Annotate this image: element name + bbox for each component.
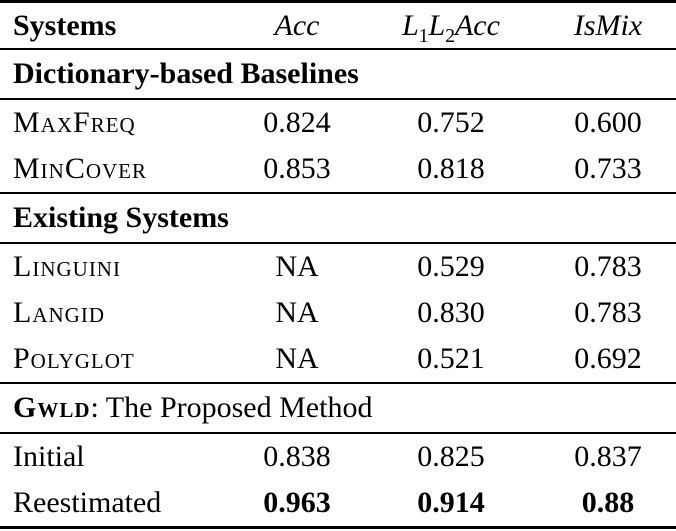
acc-value: NA: [275, 342, 319, 375]
acc-value: 0.838: [263, 440, 331, 473]
table-header-row: Systems Acc L1L2Acc IsMix: [0, 2, 676, 50]
section-title-gwld-proposed-method: Gwld: The Proposed Method: [0, 383, 676, 433]
column-header-ismix: IsMix: [573, 8, 643, 42]
table-row-linguini: Linguini NA 0.529 0.783: [0, 243, 676, 290]
l1l2acc-part-l1: L: [402, 8, 419, 42]
gwld-method-name: Gwld: [13, 391, 91, 424]
l1l2acc-value: 0.529: [417, 250, 485, 283]
l1l2acc-value: 0.830: [417, 296, 485, 329]
system-name: MinCover: [13, 152, 148, 185]
table-row-maxfreq: MaxFreq 0.824 0.752 0.600: [0, 99, 676, 146]
ismix-value: 0.733: [574, 152, 642, 185]
section-header-row: Existing Systems: [0, 193, 676, 243]
ismix-value: 0.692: [574, 342, 642, 375]
table-row-polyglot: Polyglot NA 0.521 0.692: [0, 336, 676, 383]
table-row-langid: Langid NA 0.830 0.783: [0, 290, 676, 336]
l1l2acc-sub2: 2: [445, 25, 455, 47]
ismix-value: 0.600: [574, 106, 642, 139]
section-header-row: Gwld: The Proposed Method: [0, 383, 676, 433]
system-name: MaxFreq: [13, 106, 136, 139]
system-name: Linguini: [13, 250, 121, 283]
system-name: Polyglot: [13, 342, 135, 375]
ismix-value: 0.837: [574, 440, 642, 473]
section-header-row: Dictionary-based Baselines: [0, 49, 676, 99]
gwld-title-rest: : The Proposed Method: [90, 391, 373, 424]
ismix-value: 0.783: [574, 250, 642, 283]
l1l2acc-value: 0.521: [417, 342, 485, 375]
acc-value: 0.963: [263, 486, 331, 519]
section-title-dictionary-baselines: Dictionary-based Baselines: [13, 57, 359, 90]
table-row-initial: Initial 0.838 0.825 0.837: [0, 433, 676, 480]
ismix-value: 0.88: [581, 486, 635, 519]
column-header-systems: Systems: [13, 8, 117, 42]
acc-value: 0.824: [263, 106, 331, 139]
section-title-existing-systems: Existing Systems: [13, 201, 229, 234]
ismix-value: 0.783: [574, 296, 642, 329]
l1l2acc-sub1: 1: [418, 25, 429, 47]
l1l2acc-part-acc: Acc: [454, 8, 500, 42]
system-name: Langid: [13, 296, 105, 329]
acc-value: 0.853: [263, 152, 331, 185]
l1l2acc-part-l2: L: [428, 8, 446, 42]
l1l2acc-value: 0.818: [417, 152, 485, 185]
l1l2acc-value: 0.825: [417, 440, 485, 473]
column-header-l1l2acc: L1L2Acc: [362, 2, 540, 50]
column-header-acc: Acc: [274, 8, 320, 42]
system-name: Reestimated: [13, 486, 162, 519]
l1l2acc-value: 0.752: [417, 106, 485, 139]
table-row-mincover: MinCover 0.853 0.818 0.733: [0, 146, 676, 193]
l1l2acc-value: 0.914: [417, 486, 485, 519]
system-name: Initial: [13, 440, 85, 473]
acc-value: NA: [275, 250, 319, 283]
table-row-reestimated: Reestimated 0.963 0.914 0.88: [0, 480, 676, 528]
acc-value: NA: [275, 296, 319, 329]
